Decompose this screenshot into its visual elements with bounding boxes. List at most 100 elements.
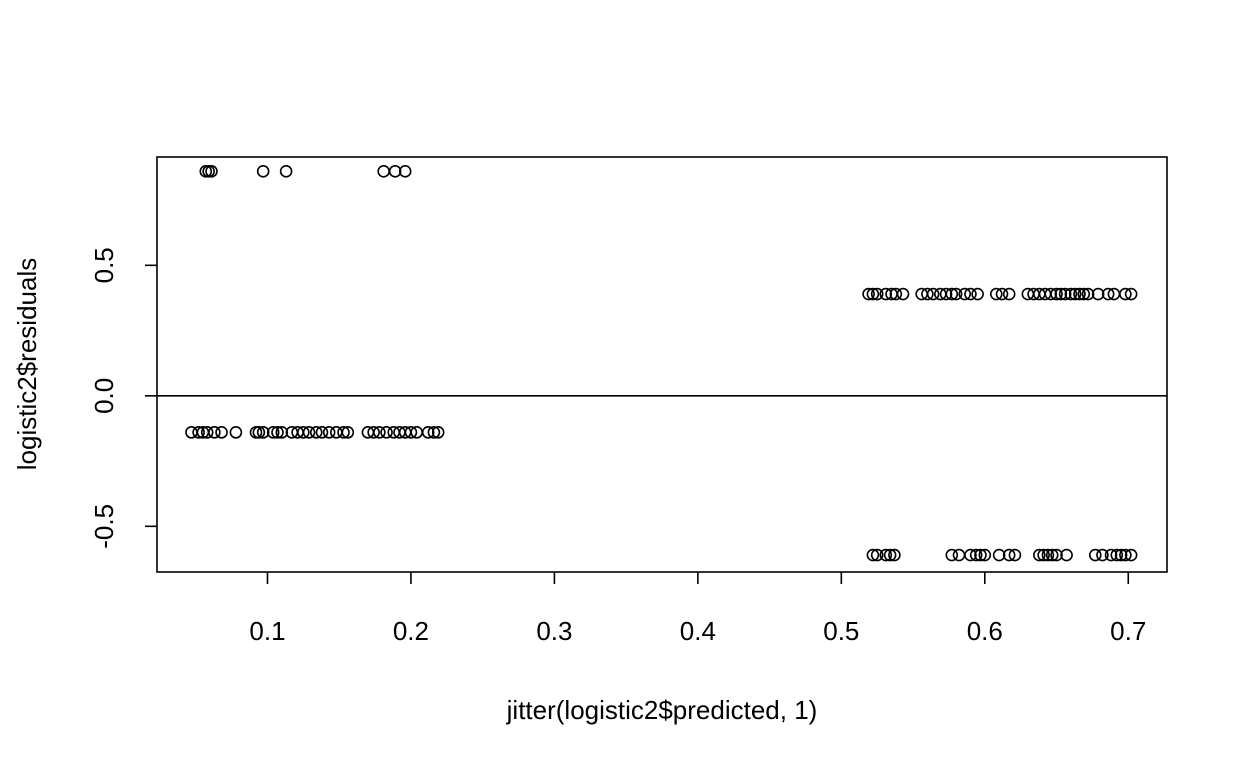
- data-point: [883, 548, 897, 562]
- data-point: [1091, 287, 1105, 301]
- data-points-layer: [185, 165, 1138, 562]
- data-point: [1077, 287, 1091, 301]
- data-point: [1068, 287, 1082, 301]
- data-point: [1054, 287, 1068, 301]
- data-point: [373, 426, 386, 439]
- x-tick-label: 0.2: [393, 616, 429, 646]
- data-point: [888, 548, 901, 562]
- y-tick-label: 0.5: [89, 247, 119, 283]
- data-point: [388, 165, 402, 178]
- data-point: [205, 165, 218, 178]
- x-tick-label: 0.5: [823, 616, 859, 646]
- data-point: [978, 548, 992, 562]
- data-point: [989, 287, 1003, 301]
- data-point: [1045, 548, 1059, 562]
- data-point: [945, 548, 959, 562]
- x-tick-label: 0.6: [967, 616, 1003, 646]
- data-point: [992, 548, 1006, 562]
- data-point: [377, 165, 390, 178]
- data-point: [315, 426, 329, 439]
- data-point: [1104, 548, 1118, 562]
- data-point: [995, 287, 1009, 301]
- data-point: [1033, 548, 1046, 562]
- y-axis-label: logistic2$residuals: [12, 258, 42, 470]
- data-point: [1064, 287, 1078, 301]
- data-point: [945, 287, 959, 301]
- data-point: [279, 165, 293, 178]
- data-point: [215, 426, 228, 439]
- data-point: [192, 426, 205, 439]
- data-point: [1002, 548, 1016, 562]
- data-point: [958, 287, 972, 301]
- data-point: [1050, 548, 1063, 562]
- x-tick-label: 0.7: [1110, 616, 1146, 646]
- data-point: [1101, 287, 1115, 301]
- data-point: [421, 426, 435, 439]
- x-axis: 0.1 0.2 0.3 0.4 0.5 0.6 0.7: [249, 572, 1146, 646]
- data-point: [1119, 287, 1132, 301]
- y-axis: -0.5 0.0 0.5: [89, 247, 157, 549]
- data-point: [1041, 548, 1055, 562]
- data-point: [200, 426, 214, 439]
- x-tick-label: 0.1: [249, 616, 285, 646]
- data-point: [870, 287, 884, 301]
- data-point: [1037, 548, 1050, 562]
- data-point: [921, 287, 934, 301]
- data-point: [866, 548, 880, 562]
- data-point: [1044, 287, 1058, 301]
- data-point: [1058, 287, 1072, 301]
- data-point: [309, 426, 323, 439]
- data-point: [1081, 287, 1095, 301]
- data-point: [297, 426, 310, 439]
- data-point: [322, 426, 336, 439]
- data-point: [1110, 548, 1124, 562]
- plot-box: [156, 156, 1168, 573]
- y-tick-label: 0.0: [89, 378, 119, 414]
- data-point: [1060, 548, 1073, 562]
- data-point: [266, 426, 280, 439]
- data-point: [889, 287, 903, 301]
- data-point: [974, 548, 987, 562]
- data-point: [367, 426, 380, 439]
- data-point: [404, 426, 418, 439]
- data-point: [271, 426, 284, 439]
- data-point: [427, 426, 441, 439]
- data-point: [879, 548, 893, 562]
- data-point: [229, 426, 243, 439]
- data-point: [1124, 287, 1138, 301]
- plot-frame-layer: [156, 156, 1168, 573]
- data-point: [337, 426, 350, 439]
- x-tick-label: 0.3: [536, 616, 572, 646]
- data-point: [879, 287, 893, 301]
- data-point: [398, 165, 412, 178]
- data-point: [1088, 548, 1102, 562]
- x-axis-label: jitter(logistic2$predicted, 1): [506, 695, 818, 725]
- data-point: [256, 426, 270, 439]
- data-point: [1073, 287, 1086, 301]
- y-tick-label: -0.5: [89, 504, 119, 549]
- data-point: [939, 287, 953, 301]
- data-point: [380, 426, 393, 439]
- data-point: [969, 548, 983, 562]
- data-point: [1002, 287, 1016, 301]
- data-point: [1124, 548, 1138, 562]
- data-point: [964, 287, 977, 301]
- data-point: [275, 426, 289, 439]
- data-point: [208, 426, 221, 439]
- data-point: [870, 548, 884, 562]
- data-point: [341, 426, 355, 439]
- data-point: [949, 287, 963, 301]
- data-point: [302, 426, 316, 439]
- data-point: [866, 287, 880, 301]
- data-point: [252, 426, 266, 439]
- data-point: [971, 287, 984, 301]
- data-point: [1008, 548, 1022, 562]
- data-point: [1096, 548, 1109, 562]
- data-point: [926, 287, 940, 301]
- data-point: [431, 426, 445, 439]
- data-point: [952, 548, 966, 562]
- data-point: [1114, 548, 1128, 562]
- data-point: [896, 287, 910, 301]
